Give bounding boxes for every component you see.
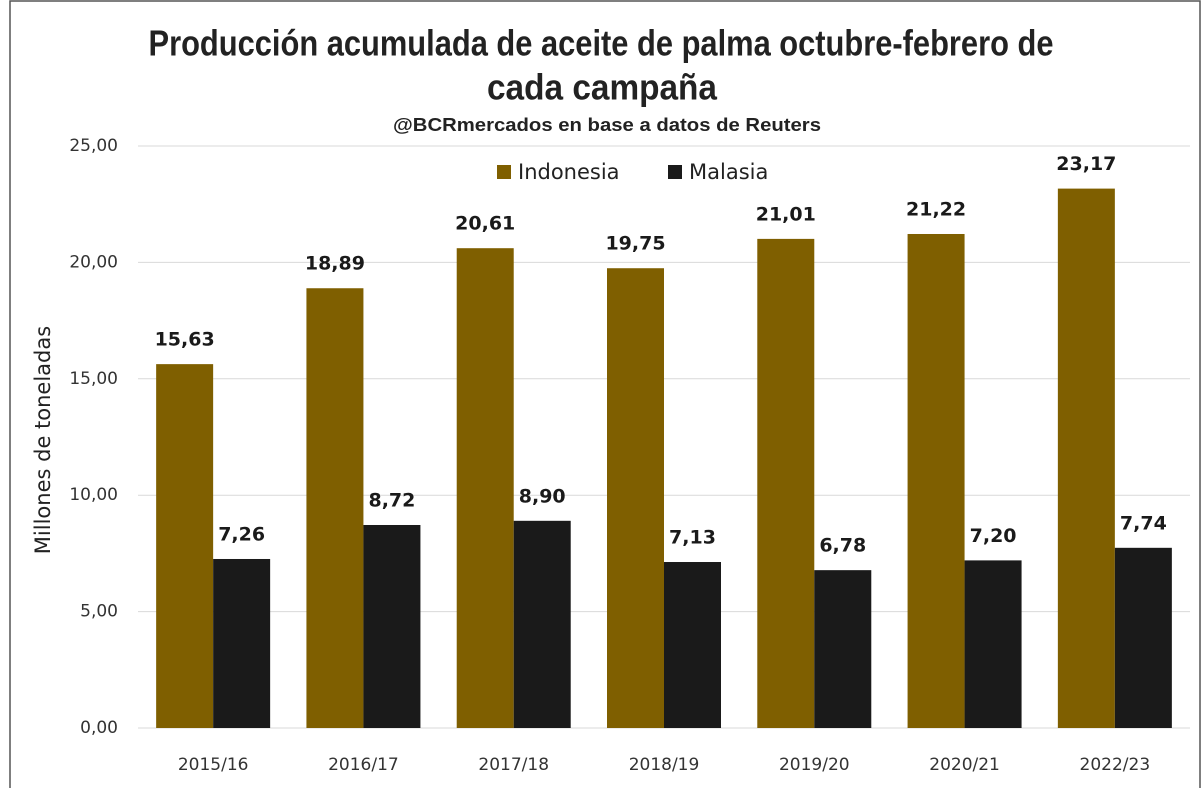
data-label: 18,89 bbox=[305, 253, 365, 275]
x-tick-label: 2022/23 bbox=[1080, 755, 1151, 775]
data-label: 8,72 bbox=[368, 489, 415, 511]
y-tick-label: 10,00 bbox=[69, 485, 118, 505]
data-label: 8,90 bbox=[519, 485, 566, 507]
legend-label: Malasia bbox=[689, 160, 768, 184]
bar bbox=[213, 558, 271, 728]
legend-swatch bbox=[668, 165, 682, 179]
y-tick-label: 0,00 bbox=[80, 718, 118, 738]
bar bbox=[1114, 547, 1172, 728]
y-tick-label: 25,00 bbox=[69, 136, 118, 156]
bar bbox=[664, 562, 721, 728]
data-label: 21,22 bbox=[906, 198, 966, 220]
data-label: 7,26 bbox=[218, 523, 265, 545]
data-label: 7,13 bbox=[669, 527, 716, 549]
chart-subtitle: @BCRmercados en base a datos de Reuters bbox=[393, 115, 821, 135]
bar bbox=[513, 520, 571, 728]
y-tick-label: 15,00 bbox=[69, 369, 118, 389]
chart-title: cada campaña bbox=[487, 67, 718, 108]
data-label: 15,63 bbox=[155, 329, 215, 351]
bar bbox=[306, 288, 364, 728]
data-label: 6,78 bbox=[819, 535, 866, 557]
bar bbox=[964, 560, 1022, 728]
x-tick-label: 2016/17 bbox=[328, 755, 399, 775]
x-tick-label: 2019/20 bbox=[779, 755, 850, 775]
legend-swatch bbox=[497, 165, 511, 179]
bar bbox=[814, 570, 872, 728]
bar bbox=[607, 268, 664, 728]
bar bbox=[456, 248, 514, 728]
data-label: 7,20 bbox=[970, 525, 1017, 547]
x-tick-label: 2020/21 bbox=[929, 755, 1000, 775]
bar bbox=[907, 233, 965, 728]
y-tick-label: 5,00 bbox=[80, 602, 118, 622]
bar bbox=[1057, 188, 1115, 728]
chart-title: Producción acumulada de aceite de palma … bbox=[149, 23, 1054, 64]
x-tick-label: 2018/19 bbox=[629, 755, 700, 775]
data-label: 20,61 bbox=[455, 213, 515, 235]
data-label: 21,01 bbox=[756, 203, 816, 225]
data-label: 23,17 bbox=[1056, 153, 1116, 175]
x-tick-label: 2017/18 bbox=[478, 755, 549, 775]
bar bbox=[363, 524, 421, 728]
bar bbox=[757, 238, 815, 728]
y-axis-label: Millones de toneladas bbox=[31, 326, 55, 554]
data-label: 7,74 bbox=[1120, 512, 1167, 534]
bar bbox=[156, 364, 214, 728]
y-tick-label: 20,00 bbox=[69, 252, 118, 272]
data-label: 19,75 bbox=[605, 233, 665, 255]
legend-label: Indonesia bbox=[518, 160, 620, 184]
x-tick-label: 2015/16 bbox=[178, 755, 249, 775]
